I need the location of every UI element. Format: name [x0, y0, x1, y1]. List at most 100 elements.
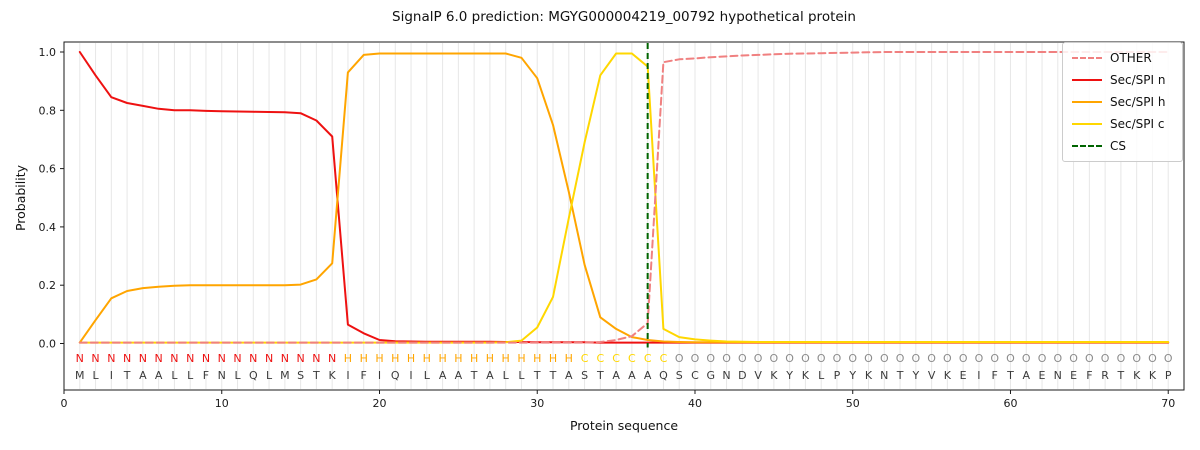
- region-label: O: [943, 352, 952, 365]
- region-label: N: [91, 352, 99, 365]
- region-label: O: [833, 352, 842, 365]
- residue-letter: I: [346, 369, 349, 382]
- residue-letter: S: [581, 369, 588, 382]
- region-label: O: [754, 352, 763, 365]
- x-tick-label: 10: [215, 397, 229, 410]
- residue-letter: M: [280, 369, 290, 382]
- region-label: H: [438, 352, 446, 365]
- residue-letter: N: [880, 369, 888, 382]
- legend-item-sec-spi-n: Sec/SPI n: [1072, 72, 1173, 88]
- region-label: N: [249, 352, 257, 365]
- region-label: O: [706, 352, 715, 365]
- region-label: C: [628, 352, 636, 365]
- residue-letter: L: [171, 369, 178, 382]
- region-label: O: [864, 352, 873, 365]
- residue-letter: A: [565, 369, 573, 382]
- residue-letter: T: [533, 369, 541, 382]
- region-label: O: [975, 352, 984, 365]
- legend-item-label: CS: [1110, 139, 1126, 153]
- region-label: O: [1053, 352, 1062, 365]
- residue-letter: A: [612, 369, 620, 382]
- residue-letter: E: [1039, 369, 1046, 382]
- legend: OTHER Sec/SPI n Sec/SPI h Sec/SPI c CS: [1062, 42, 1183, 162]
- region-label: O: [848, 352, 857, 365]
- residue-letter: K: [1149, 369, 1157, 382]
- series-line-other: [78, 51, 1170, 344]
- residue-letter: N: [218, 369, 226, 382]
- region-label: O: [927, 352, 936, 365]
- region-label: N: [186, 352, 194, 365]
- region-label: O: [1117, 352, 1126, 365]
- region-label: O: [1101, 352, 1110, 365]
- x-tick-label: 30: [530, 397, 544, 410]
- residue-letter: F: [992, 369, 998, 382]
- region-label: N: [202, 352, 210, 365]
- region-label: N: [218, 352, 226, 365]
- region-label: N: [233, 352, 241, 365]
- region-label: C: [612, 352, 620, 365]
- region-label: N: [123, 352, 131, 365]
- residue-letter: F: [203, 369, 209, 382]
- residue-letter: R: [1101, 369, 1109, 382]
- region-label: O: [911, 352, 920, 365]
- region-label: O: [801, 352, 810, 365]
- residue-letter: T: [596, 369, 604, 382]
- x-axis-label: Protein sequence: [569, 418, 679, 433]
- residue-letter: K: [865, 369, 873, 382]
- residue-letter: Q: [391, 369, 400, 382]
- residue-letter: E: [1070, 369, 1077, 382]
- residue-letter: L: [92, 369, 99, 382]
- residue-letter: K: [770, 369, 778, 382]
- legend-line-sample-sec-spi-n: [1072, 79, 1102, 81]
- region-label: O: [959, 352, 968, 365]
- region-label: O: [1022, 352, 1031, 365]
- residue-letter: V: [928, 369, 936, 382]
- residue-letter: A: [1022, 369, 1030, 382]
- region-label: N: [328, 352, 336, 365]
- residue-letter: Y: [848, 369, 856, 382]
- region-label: O: [1069, 352, 1078, 365]
- region-label: O: [1085, 352, 1094, 365]
- region-label: H: [391, 352, 399, 365]
- region-label: H: [344, 352, 352, 365]
- region-label: O: [896, 352, 905, 365]
- residue-letter: I: [409, 369, 412, 382]
- residue-letter: T: [1117, 369, 1125, 382]
- residue-letter: T: [549, 369, 557, 382]
- legend-line-sample-sec-spi-c: [1072, 123, 1102, 125]
- residue-letter: P: [834, 369, 841, 382]
- region-label: N: [265, 352, 273, 365]
- residue-letter: D: [738, 369, 746, 382]
- residue-letter: A: [439, 369, 447, 382]
- x-tick-label: 50: [846, 397, 860, 410]
- region-label: H: [565, 352, 573, 365]
- x-tick-label: 60: [1003, 397, 1017, 410]
- x-tick-label: 40: [688, 397, 702, 410]
- residue-letter: T: [123, 369, 131, 382]
- series-line-sec-spi-c: [78, 52, 1170, 344]
- legend-item-label: OTHER: [1110, 51, 1152, 65]
- residue-letter: N: [1054, 369, 1062, 382]
- region-label: H: [423, 352, 431, 365]
- residue-letter: S: [297, 369, 304, 382]
- residue-letter: V: [754, 369, 762, 382]
- residue-letter: A: [139, 369, 147, 382]
- region-label: H: [360, 352, 368, 365]
- y-tick-label: 0.8: [39, 104, 57, 117]
- residue-letter: L: [424, 369, 431, 382]
- series-line-sec-spi-n: [78, 51, 1170, 344]
- y-tick-label: 0.0: [39, 338, 57, 351]
- residue-letter: K: [802, 369, 810, 382]
- residue-letter: I: [378, 369, 381, 382]
- residue-letter: A: [155, 369, 163, 382]
- region-label: C: [596, 352, 604, 365]
- region-label: O: [1006, 352, 1015, 365]
- region-label: N: [297, 352, 305, 365]
- region-label: N: [170, 352, 178, 365]
- residue-letter: L: [234, 369, 241, 382]
- region-label: N: [155, 352, 163, 365]
- residue-letter: A: [486, 369, 494, 382]
